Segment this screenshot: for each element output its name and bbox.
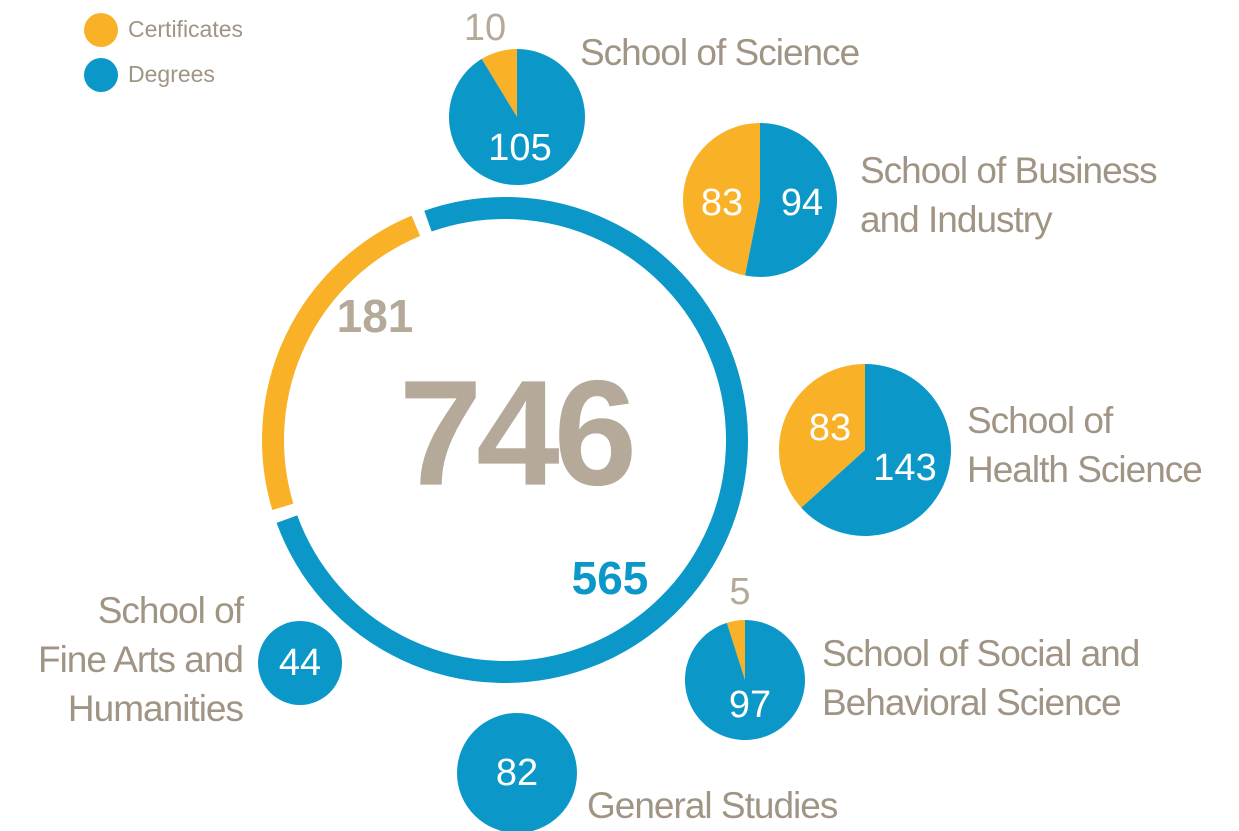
- pie-slice: [481, 49, 517, 117]
- ring-label: 181: [337, 290, 414, 342]
- ring-segment: [262, 215, 421, 511]
- pie-label: 83: [809, 407, 851, 449]
- pie-title: Behavioral Science: [822, 682, 1121, 723]
- legend-swatch: [84, 58, 118, 92]
- pie-slice: [258, 621, 342, 705]
- pie-label: 94: [781, 182, 823, 224]
- pie-title: and Industry: [860, 199, 1053, 240]
- ring-segment: [276, 197, 748, 683]
- pie-title: School of: [967, 400, 1114, 441]
- pie-title: Health Science: [967, 449, 1202, 490]
- pie-slice: [726, 620, 745, 680]
- pie-title: School of Science: [580, 32, 859, 73]
- pie-title: School of Social and: [822, 633, 1139, 674]
- legend-label: Certificates: [128, 16, 243, 42]
- pie-slice: [449, 49, 585, 185]
- pie-slice: [801, 364, 952, 537]
- pie-slice: [683, 123, 760, 276]
- pie-title: General Studies: [587, 785, 838, 826]
- pie-title: Humanities: [68, 688, 244, 729]
- ring-label: 565: [572, 552, 649, 604]
- total: 746: [399, 349, 632, 517]
- pie-label: 10: [464, 7, 506, 49]
- pie-title: School of Business: [860, 150, 1157, 191]
- pie-slice: [745, 123, 837, 277]
- pie-label: 44: [279, 642, 321, 684]
- pie-label: 105: [488, 127, 551, 169]
- pie-label: 97: [729, 684, 771, 726]
- pie-title: Fine Arts and: [38, 639, 243, 680]
- pie-label: 5: [729, 571, 750, 613]
- pie-label: 143: [873, 447, 936, 489]
- pie-slice: [685, 620, 806, 740]
- pie-label: 82: [496, 752, 538, 794]
- pie-slice: [779, 364, 865, 508]
- legend-label: Degrees: [128, 61, 215, 87]
- pie-title: School of: [98, 590, 245, 631]
- legend-swatch: [84, 13, 118, 47]
- pie-label: 83: [701, 182, 743, 224]
- pie-slice: [457, 713, 577, 831]
